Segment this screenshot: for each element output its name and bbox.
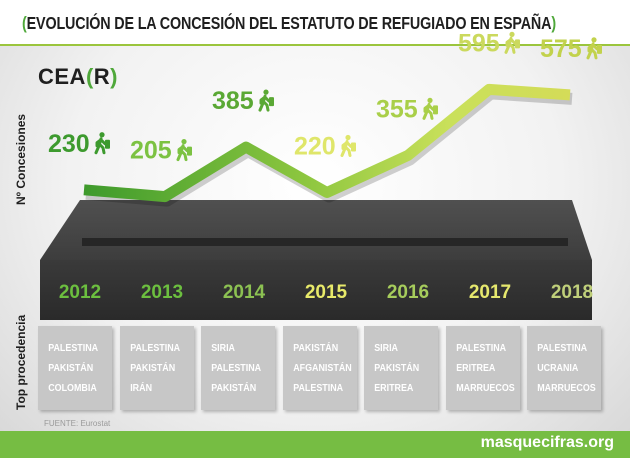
x-tick-label-2013: 2013 bbox=[141, 282, 183, 303]
walking-person-icon bbox=[504, 31, 520, 54]
country-label: PALESTINA bbox=[129, 342, 180, 354]
logo-text: CEA bbox=[38, 64, 86, 89]
country-label: ERITREA bbox=[374, 382, 414, 394]
country-label: AFGANISTÁN bbox=[292, 362, 352, 374]
logo-bracket-close: ) bbox=[110, 64, 118, 89]
data-label-2015: 220 bbox=[294, 133, 336, 161]
ceaar-logo: CEA(R) bbox=[38, 64, 118, 90]
walking-person-icon bbox=[258, 89, 274, 112]
procedencia-box-2017: PALESTINA ERITREA MARRUECOS bbox=[445, 326, 520, 410]
procedencia-box-2014: SIRIA PALESTINA PAKISTÁN bbox=[201, 326, 275, 410]
country-label: SIRIA bbox=[211, 342, 236, 354]
footer-bar bbox=[0, 431, 630, 458]
platform bbox=[40, 200, 592, 320]
country-label: PAKISTÁN bbox=[374, 362, 420, 374]
country-label: PAKISTÁN bbox=[292, 342, 338, 354]
country-label: ERITREA bbox=[455, 362, 495, 374]
country-label: PALESTINA bbox=[455, 342, 506, 354]
title-bracket-close: ) bbox=[551, 13, 556, 33]
procedencia-box-2012: PALESTINA PAKISTÁN COLOMBIA bbox=[38, 326, 112, 410]
data-label-2016: 355 bbox=[376, 95, 418, 123]
data-label-2012: 230 bbox=[48, 130, 90, 158]
procedencia-box-2013: PALESTINA PAKISTÁN IRÁN bbox=[119, 326, 194, 410]
page-title: (EVOLUCIÓN DE LA CONCESIÓN DEL ESTATUTO … bbox=[22, 8, 556, 38]
procedencia-box-2015: PAKISTÁN AFGANISTÁN PALESTINA bbox=[282, 326, 357, 410]
logo-letter: R bbox=[93, 64, 111, 89]
walking-person-icon bbox=[340, 134, 356, 157]
country-label: COLOMBIA bbox=[48, 382, 97, 394]
platform-slot bbox=[82, 238, 568, 246]
x-tick-label-2016: 2016 bbox=[387, 282, 429, 303]
x-tick-label-2018: 2018 bbox=[551, 282, 593, 303]
platform-front bbox=[40, 260, 592, 320]
data-label-2017: 595 bbox=[458, 29, 500, 57]
source-note: FUENTE: Eurostat bbox=[44, 419, 111, 428]
country-label: UCRANIA bbox=[537, 362, 579, 374]
country-label: PAKISTÁN bbox=[211, 382, 257, 394]
country-label: PALESTINA bbox=[211, 362, 262, 374]
country-label: PAKISTÁN bbox=[129, 362, 175, 374]
country-label: PALESTINA bbox=[537, 342, 588, 354]
walking-person-icon bbox=[586, 37, 602, 60]
data-label-2013: 205 bbox=[130, 137, 172, 165]
logo-bracket-open: ( bbox=[85, 64, 94, 89]
x-tick-label-2012: 2012 bbox=[59, 282, 101, 303]
country-label: IRÁN bbox=[129, 382, 152, 394]
x-tick-label-2017: 2017 bbox=[469, 282, 511, 303]
title-underline bbox=[0, 44, 630, 46]
series-line bbox=[83, 83, 571, 203]
country-label: MARRUECOS bbox=[455, 382, 515, 394]
x-tick-label-2014: 2014 bbox=[223, 282, 266, 303]
title-text: EVOLUCIÓN DE LA CONCESIÓN DEL ESTATUTO D… bbox=[26, 13, 552, 33]
country-label: PAKISTÁN bbox=[48, 362, 94, 374]
country-label: PALESTINA bbox=[48, 342, 99, 354]
country-label: MARRUECOS bbox=[537, 382, 596, 394]
walking-person-icon bbox=[94, 132, 110, 155]
walking-person-icon bbox=[422, 97, 438, 120]
title-bar: (EVOLUCIÓN DE LA CONCESIÓN DEL ESTATUTO … bbox=[0, 0, 630, 44]
data-label-2018: 575 bbox=[540, 35, 582, 63]
country-label: PALESTINA bbox=[292, 382, 343, 394]
platform-top bbox=[40, 200, 592, 260]
x-tick-label-2015: 2015 bbox=[305, 282, 348, 303]
chart: 230 205 385 220 355 595 575 2012 2013 2014 2015 20… bbox=[40, 29, 602, 320]
website-link[interactable]: masquecifras.org bbox=[480, 434, 614, 451]
procedencia-box-2018: PALESTINA UCRANIA MARRUECOS bbox=[527, 326, 601, 410]
data-label-2014: 385 bbox=[212, 87, 254, 115]
title-bracket-open: ( bbox=[22, 13, 27, 33]
procedencia-box-2016: SIRIA PAKISTÁN ERITREA bbox=[364, 326, 438, 410]
walking-person-icon bbox=[176, 139, 192, 162]
country-label: SIRIA bbox=[374, 342, 399, 354]
